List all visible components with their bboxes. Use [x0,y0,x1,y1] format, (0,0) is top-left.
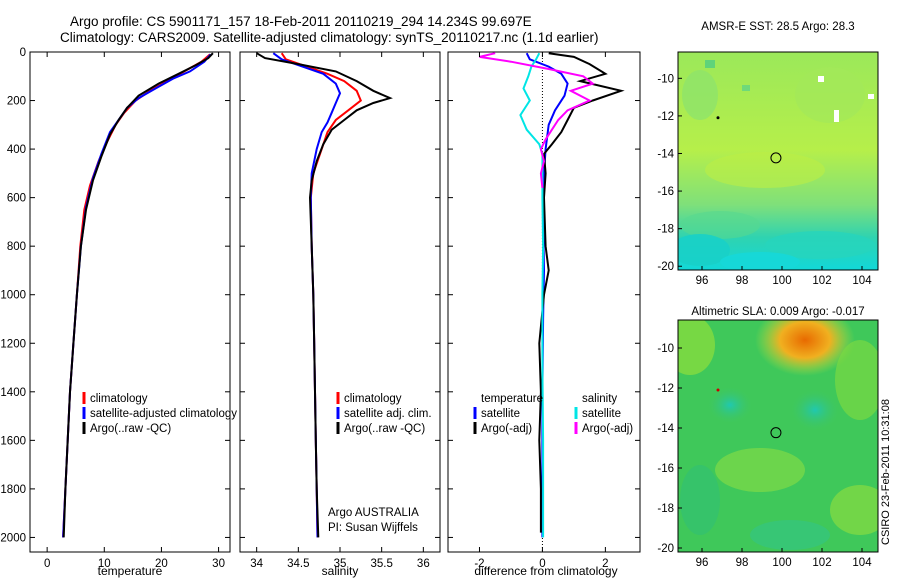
map-y-tick-label: -20 [657,261,674,273]
map-y-tick-label: -14 [657,423,674,435]
temperature-xlabel: temperature [98,564,163,578]
y-tick-label: 1400 [0,387,26,399]
temperature-panel: 0 10 20 30 0 200 400 600 800 1000 1200 1400 1600 180… [0,47,237,578]
y-tick-label: 1000 [0,290,26,302]
map-x-tick-label: 104 [852,557,872,569]
map-y-tick-label: -10 [657,343,674,355]
x-tick-label: 34 [250,558,263,570]
y-tick-label: 1600 [0,435,26,447]
difference-xlabel: difference from climatology [474,564,617,578]
sla-heatmap-field [678,320,878,552]
legend-heading-salinity: salinity [582,393,617,405]
map-x-tick-label: 102 [812,557,831,569]
map-y-tick-label: -16 [657,186,674,198]
sst-map-frame [677,51,879,271]
y-tick-label: 0 [20,47,26,59]
series-line-argo [256,52,393,538]
legend-label-sal-argo: Argo(-adj) [582,423,633,435]
float-pi-label: PI: Susan Wijffels [328,522,418,534]
map-y-tick-label: -14 [657,148,674,160]
map-y-tick-label: -16 [657,463,674,475]
sla-map-frame [677,319,879,553]
legend-label-satellite: satellite-adjusted climatology [90,408,237,420]
series-line-salinity-argo-adj [479,52,595,189]
x-tick-label: 2 [602,558,608,570]
y-tick-label: 1800 [0,484,26,496]
y-tick-label: 600 [7,193,26,205]
map-x-tick-label: 96 [696,275,709,287]
sst-map-title: AMSR-E SST: 28.5 Argo: 28.3 [701,21,854,33]
salinity-axes-frame [239,51,441,553]
legend-label-temp-argo: Argo(-adj) [481,423,532,435]
legend-label-satellite: satellite adj. clim. [344,408,432,420]
map-y-tick-label: -12 [657,383,674,395]
x-tick-label: 30 [212,558,225,570]
salinity-panel: 34 34.5 35 35.5 36 salinity climatology sate… [239,51,441,578]
map-y-tick-label: -10 [657,73,674,85]
temperature-axes-frame [29,51,231,553]
y-tick-label: 800 [7,241,26,253]
difference-legend: temperature satellite Argo(-adj) salinit… [473,393,633,435]
sst-map-panel: AMSR-E SST: 28.5 Argo: 28.3 96 98 100 102 10… [657,21,879,287]
map-x-tick-label: 98 [736,275,749,287]
salinity-legend: climatology satellite adj. clim. Argo(..… [336,392,432,435]
map-y-tick-label: -12 [657,111,674,123]
map-x-tick-label: 104 [852,275,872,287]
x-tick-label: -2 [474,558,484,570]
temperature-legend: climatology satellite-adjusted climatolo… [82,392,237,435]
sla-map-panel: Altimetric SLA: 0.009 Argo: -0.017 96 98 1… [657,306,879,569]
legend-label-argo: Argo(..raw -QC) [344,423,425,435]
map-y-tick-label: -20 [657,543,674,555]
argo-position-marker [770,152,782,164]
argo-position-marker [770,427,782,439]
map-x-tick-label: 102 [812,275,831,287]
x-tick-label: 35.5 [370,558,392,570]
y-tick-label: 1200 [0,338,26,350]
x-tick-label: 0 [539,558,545,570]
map-x-tick-label: 100 [772,557,791,569]
legend-heading-temperature: temperature [481,393,543,405]
series-line-temperature-argo-adj [538,52,625,533]
figure-title-line-2: Climatology: CARS2009. Satellite-adjuste… [60,30,599,45]
difference-panel: -2 0 2 difference from climatology tempera… [447,51,641,578]
legend-label-argo: Argo(..raw -QC) [90,423,171,435]
map-x-tick-label: 98 [736,557,749,569]
sst-heatmap-field [678,52,878,270]
figure-title-line-1: Argo profile: CS 5901171_157 18-Feb-2011… [70,14,532,29]
x-tick-label: 20 [155,558,168,570]
x-tick-label: 0 [44,558,50,570]
legend-label-temp-satellite: satellite [481,408,520,420]
x-tick-label: 36 [417,558,430,570]
y-tick-label: 200 [7,96,26,108]
series-line-argo [62,52,214,538]
map-y-tick-label: -18 [657,503,674,515]
float-program-label: Argo AUSTRALIA [328,507,419,519]
x-tick-label: 34.5 [287,558,309,570]
previous-position-marker [716,388,720,392]
map-y-tick-label: -18 [657,224,674,236]
x-tick-label: 10 [98,558,111,570]
y-tick-label: 400 [7,144,26,156]
map-x-tick-label: 100 [772,275,791,287]
sla-map-title: Altimetric SLA: 0.009 Argo: -0.017 [691,306,864,318]
salinity-xlabel: salinity [322,564,359,578]
previous-position-marker [716,116,720,120]
y-tick-label: 2000 [0,532,26,544]
series-line-salinity-satellite [519,52,545,538]
legend-label-climatology: climatology [90,393,148,405]
map-x-tick-label: 96 [696,557,709,569]
legend-label-climatology: climatology [344,393,402,405]
x-tick-label: 35 [334,558,347,570]
legend-label-sal-satellite: satellite [582,408,621,420]
